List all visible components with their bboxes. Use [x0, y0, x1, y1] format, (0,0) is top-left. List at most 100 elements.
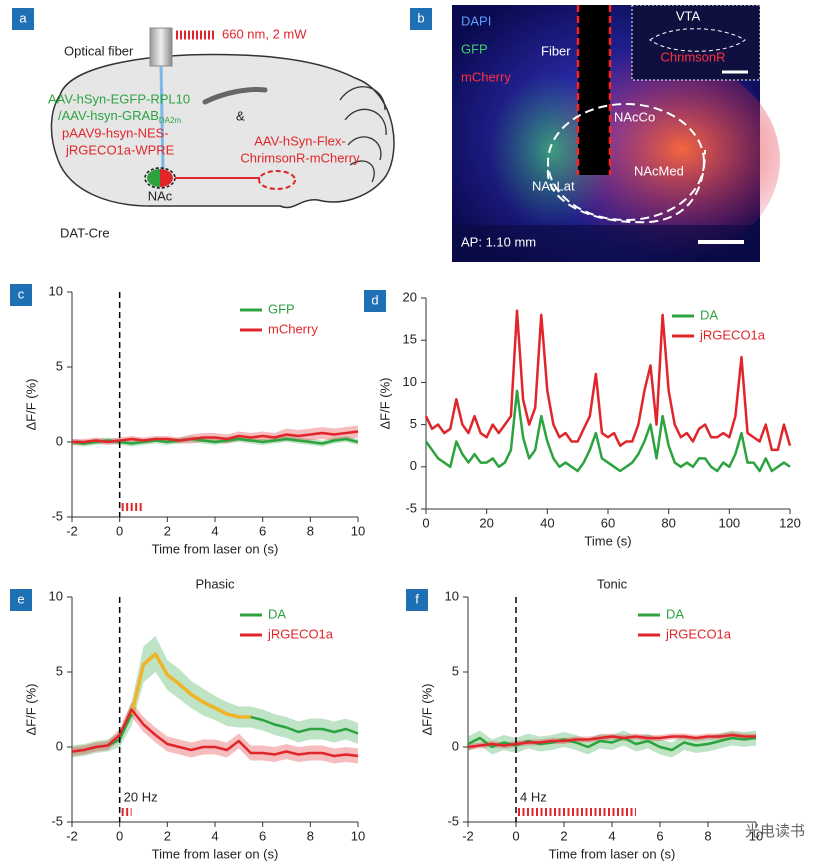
- fiber-track: [578, 5, 610, 175]
- x-tick-label: 120: [779, 515, 801, 530]
- nac-gfp: [147, 169, 160, 187]
- x-tick-label: 10: [351, 828, 365, 843]
- x-tick-label: 20: [479, 515, 493, 530]
- virus-label: AAV-hSyn-EGFP-RPL10: [48, 91, 190, 106]
- x-tick-label: 4: [211, 828, 218, 843]
- gfp-signal: [480, 40, 660, 260]
- y-tick-label: -5: [447, 813, 459, 828]
- nac-shell-outline: [546, 149, 706, 224]
- stimulation-label: 4 Hz: [520, 789, 547, 804]
- y-axis-label: ΔF/F (%): [23, 683, 38, 735]
- virus-label: ChrimsonR-mCherry: [240, 150, 360, 165]
- data-line: [424, 309, 792, 452]
- x-axis-label: Time from laser on (s): [152, 846, 279, 861]
- y-tick-label: 5: [56, 663, 63, 678]
- panel-a: a 660 nm, 2 mW Optical fiber AAV-hSyn-EG…: [12, 8, 395, 240]
- y-tick-label: 5: [56, 358, 63, 373]
- panel-b: b DAPI GFP mCherry Fiber VTA ChrimsonR N…: [410, 4, 780, 270]
- inset: [631, 4, 761, 81]
- legend-label: jRGECO1a: [699, 327, 766, 342]
- x-axis-label: Time from laser on (s): [152, 541, 279, 556]
- virus-label: /AAV-hsyn-GRAB: [58, 108, 159, 123]
- x-tick-label: 8: [307, 523, 314, 538]
- fiber-label: Fiber: [541, 43, 571, 58]
- x-tick-label: -2: [66, 523, 78, 538]
- y-tick-label: 10: [49, 588, 63, 603]
- panel-letter: e: [17, 591, 24, 606]
- vta-outline: [649, 28, 746, 52]
- y-tick-label: 20: [403, 289, 417, 304]
- watermark: 光电读书: [745, 823, 805, 840]
- y-tick-label: 10: [403, 374, 417, 389]
- x-tick-label: 8: [704, 828, 711, 843]
- chart-title: Phasic: [195, 576, 235, 591]
- region-label: NAc: [148, 188, 173, 203]
- x-tick-label: 2: [164, 523, 171, 538]
- x-tick-label: 2: [560, 828, 567, 843]
- x-tick-label: 8: [307, 828, 314, 843]
- panel-letter: f: [415, 591, 419, 606]
- x-tick-label: 0: [512, 828, 519, 843]
- y-tick-label: 15: [403, 332, 417, 347]
- virus-label: jRGECO1a-WPRE: [65, 142, 175, 157]
- brain-outline: [50, 53, 395, 209]
- fiber-light: [159, 65, 165, 171]
- y-tick-label: 5: [452, 663, 459, 678]
- vta-outline: [258, 170, 296, 190]
- stain-label: mCherry: [461, 69, 511, 84]
- x-tick-label: -2: [462, 828, 474, 843]
- panel-letter: a: [19, 10, 27, 25]
- panel-letter: c: [18, 286, 25, 301]
- stain-label: DAPI: [461, 13, 491, 28]
- data-line: [424, 389, 791, 473]
- stain-label: GFP: [461, 41, 488, 56]
- panel-letter-box: [12, 8, 34, 30]
- virus-subscript: DA2m: [159, 116, 182, 125]
- ampersand: &: [236, 108, 245, 123]
- y-axis-label: ΔF/F (%): [23, 378, 38, 430]
- panel-letter-box: [406, 589, 428, 611]
- y-tick-label: -5: [51, 508, 63, 523]
- x-tick-label: 0: [116, 828, 123, 843]
- data-line: [71, 708, 359, 758]
- error-band: [72, 702, 358, 764]
- x-axis-label: Time from laser on (s): [549, 846, 676, 861]
- optical-fiber: [149, 27, 173, 67]
- panel-letter-box: [10, 589, 32, 611]
- y-tick-label: 10: [49, 283, 63, 298]
- chart-title: Tonic: [597, 576, 628, 591]
- x-tick-label: 4: [211, 523, 218, 538]
- virus-label: AAV-hSyn-Flex-: [254, 133, 346, 148]
- x-tick-label: 0: [116, 523, 123, 538]
- legend-label: mCherry: [268, 321, 318, 336]
- inset-label: VTA: [676, 8, 701, 23]
- panel-letter-box: [10, 284, 32, 306]
- x-tick-label: 10: [351, 523, 365, 538]
- hippocampus: [202, 87, 268, 105]
- y-tick-label: -5: [51, 813, 63, 828]
- inset-label: ChrimsonR: [660, 49, 725, 64]
- highlight-line: [129, 652, 251, 719]
- y-tick-label: 0: [56, 433, 63, 448]
- y-tick-label: 0: [452, 738, 459, 753]
- legend-label: DA: [268, 606, 286, 621]
- x-tick-label: 100: [718, 515, 740, 530]
- chart: e Phasic -5 0 5 10 -2 0 2 4 6 8 10 Time from laser on…: [10, 576, 365, 861]
- chart: f Tonic -5 0 5 10 -2 0 2 4 6 8 10 Time from laser on …: [406, 576, 763, 861]
- x-tick-label: 80: [661, 515, 675, 530]
- nac-red: [160, 169, 173, 187]
- panel-letter-box: [364, 290, 386, 312]
- x-axis-label: Time (s): [584, 533, 631, 548]
- data-line: [467, 733, 756, 749]
- y-tick-label: 5: [410, 416, 417, 431]
- y-tick-label: 0: [410, 458, 417, 473]
- legend-label: GFP: [268, 301, 295, 316]
- panel-letter-box: [410, 8, 432, 30]
- data-line: [72, 430, 359, 444]
- chart: c -5 0 5 10 -2 0 2 4 6 8 10 Time from laser on (s) ΔF…: [10, 283, 365, 556]
- x-tick-label: 10: [749, 828, 763, 843]
- laser-label: 660 nm, 2 mW: [222, 26, 307, 41]
- stimulation-label: 20 Hz: [124, 789, 158, 804]
- virus-label: /AAV-hsyn-GRABDA2m: [58, 108, 181, 125]
- x-tick-label: -2: [66, 828, 78, 843]
